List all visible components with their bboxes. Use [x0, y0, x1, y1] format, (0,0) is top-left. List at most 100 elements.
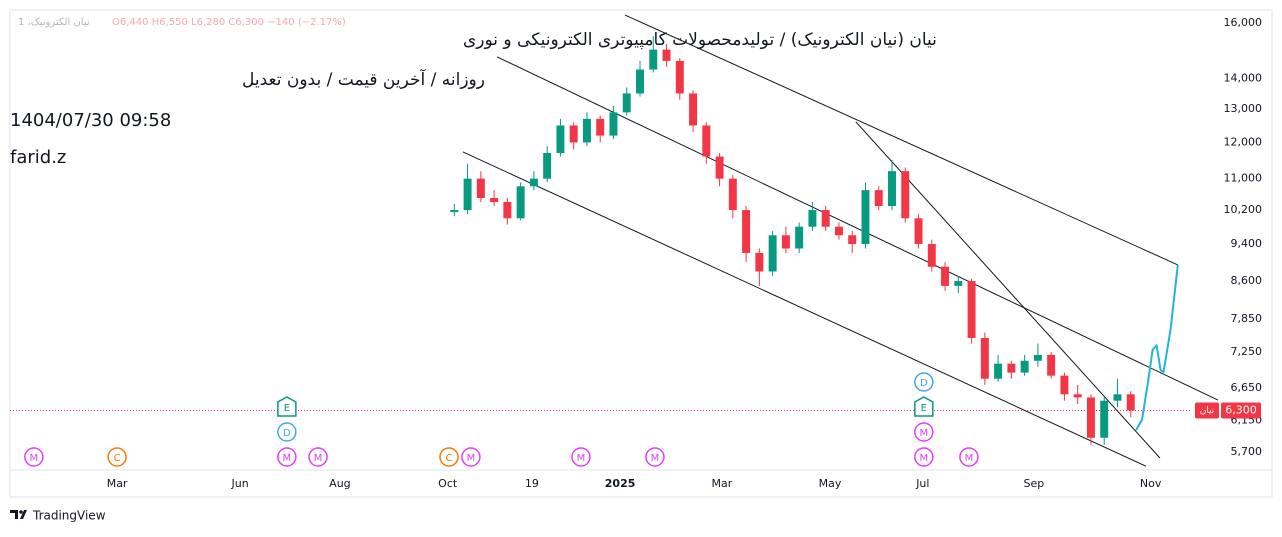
y-tick-label: 6,650: [1231, 381, 1263, 394]
event-badge: [914, 396, 934, 417]
candle-body: [927, 244, 936, 267]
event-badge: [277, 396, 297, 417]
event-label: M: [30, 453, 39, 464]
event-marker: E: [277, 396, 297, 417]
author: farid.z: [10, 147, 66, 168]
event-label: D: [920, 378, 928, 389]
event-marker: M: [24, 447, 44, 467]
y-tick-label: 12,000: [1224, 135, 1263, 148]
candle-body: [556, 125, 565, 153]
event-badge: [914, 422, 934, 442]
last-price-symbol-tag: [1195, 402, 1219, 419]
candle-body: [967, 281, 976, 338]
event-marker: M: [461, 447, 481, 467]
candle-body: [1073, 394, 1082, 398]
event-marker: E: [914, 396, 934, 417]
event-label: M: [965, 453, 974, 464]
y-tick-label: 16,000: [1224, 16, 1263, 29]
event-badge: [959, 447, 979, 467]
candle-body: [609, 112, 618, 136]
candle-body: [1060, 375, 1069, 395]
candle-body: [1020, 360, 1029, 373]
candle-body: [834, 226, 843, 236]
candle-body: [543, 152, 552, 179]
trend-line: [624, 14, 1179, 266]
event-badge: [914, 372, 934, 392]
y-tick-label: 11,000: [1224, 172, 1263, 185]
event-label: M: [577, 453, 586, 464]
candle-body: [689, 93, 698, 126]
candle-body: [450, 210, 459, 213]
event-label: C: [114, 453, 121, 464]
event-label: M: [283, 453, 292, 464]
candle-body: [503, 201, 512, 219]
event-label: M: [651, 453, 660, 464]
event-marker: M: [308, 447, 328, 467]
x-tick-label: Nov: [1140, 477, 1162, 490]
ohlc-line: O6,440 H6,550 L6,280 C6,300 −140 (−2.17%…: [112, 17, 346, 28]
event-marker: M: [277, 447, 297, 467]
candle-body: [994, 363, 1003, 379]
x-tick-label: Sep: [1024, 477, 1045, 490]
candle-body: [888, 171, 896, 207]
event-label: M: [467, 453, 476, 464]
event-badge: [571, 447, 591, 467]
datetime: 1404/07/30 09:58: [10, 110, 171, 131]
candle-body: [821, 210, 830, 227]
branding: TradingView: [32, 509, 106, 523]
candle-body: [848, 235, 857, 245]
event-marker: M: [914, 422, 934, 442]
event-label: M: [920, 428, 929, 439]
event-marker: D: [914, 372, 934, 392]
y-tick-label: 13,000: [1224, 102, 1263, 115]
projection-path: [1135, 264, 1179, 431]
candle-body: [742, 210, 751, 253]
last-price-symbol: نیان: [1200, 406, 1215, 416]
event-badge: [914, 447, 934, 467]
y-tick-label: 14,000: [1224, 71, 1263, 84]
event-marker: M: [645, 447, 665, 467]
candle-body: [463, 178, 472, 211]
event-marker: C: [439, 447, 459, 467]
chart-subtitle: روزانه / آخرین قیمت / بدون تعدیل: [242, 68, 485, 90]
event-marker: C: [107, 447, 127, 467]
last-price-label: 6,300: [1225, 403, 1257, 416]
tradingview-logo: [10, 510, 27, 519]
candle-body: [582, 118, 591, 143]
candle-body: [596, 118, 605, 136]
y-tick-label: 10,200: [1224, 203, 1263, 216]
event-label: E: [284, 403, 290, 414]
candle-body: [529, 178, 538, 187]
candle-body: [954, 281, 963, 286]
x-tick-label: May: [819, 477, 842, 490]
event-label: D: [283, 428, 291, 439]
candle-body: [755, 252, 764, 272]
y-tick-label: 7,850: [1231, 312, 1263, 325]
x-tick-label: Mar: [107, 477, 128, 490]
y-tick-label: 9,400: [1231, 237, 1263, 250]
x-tick-label: Aug: [329, 477, 350, 490]
event-badge: [439, 447, 459, 467]
last-price-tag: [1221, 402, 1261, 419]
symbol-line: نیان الکترونیک، 1: [18, 17, 90, 28]
x-tick-label: Jun: [231, 477, 249, 490]
event-badge: [24, 447, 44, 467]
candle-body: [980, 337, 989, 379]
candle-body: [728, 178, 737, 211]
candle-body: [781, 235, 790, 249]
candle-body: [901, 171, 910, 219]
x-tick-label: Mar: [712, 477, 733, 490]
candle-body: [808, 210, 817, 227]
candle-body: [914, 218, 923, 245]
event-label: M: [314, 453, 323, 464]
event-badge: [277, 447, 297, 467]
candle-body: [941, 266, 950, 286]
candle-body: [702, 125, 711, 157]
candle-body: [662, 49, 671, 61]
candle-body: [1086, 397, 1095, 438]
trend-line: [462, 151, 1147, 467]
candle-body: [795, 226, 804, 249]
event-marker: M: [571, 447, 591, 467]
candle-body: [675, 60, 684, 94]
